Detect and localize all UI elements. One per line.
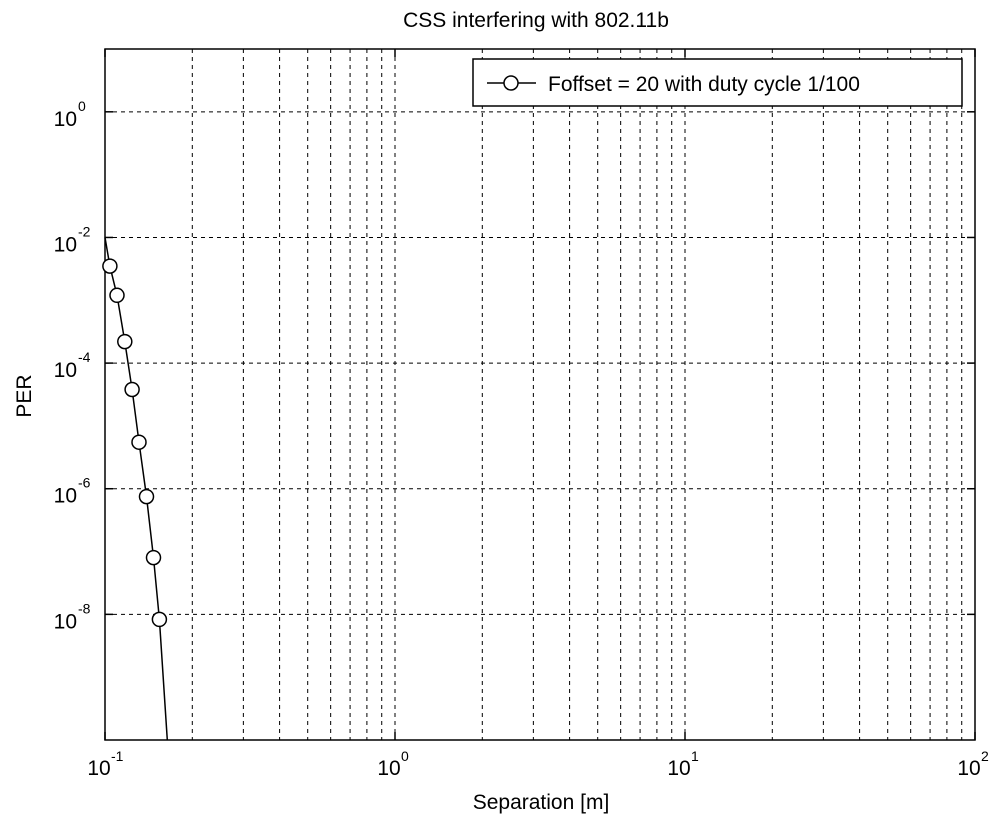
x-tick-label: 101: [667, 748, 699, 780]
legend-label: Foffset = 20 with duty cycle 1/100: [548, 73, 860, 96]
y-tick-label-base: 10: [54, 108, 77, 131]
series-layer: [102, 237, 169, 741]
y-tick-label-exponent: -2: [78, 223, 91, 239]
x-tick-label: 100: [377, 748, 409, 780]
x-tick-label-base: 10: [87, 757, 110, 780]
x-tick-label-exponent: 0: [401, 748, 409, 764]
x-axis-label: Separation [m]: [473, 791, 610, 814]
data-point-marker: [151, 611, 168, 628]
y-tick-label-exponent: -4: [78, 349, 91, 365]
data-point-marker: [102, 258, 118, 274]
y-tick-label-base: 10: [54, 485, 77, 508]
legend: Foffset = 20 with duty cycle 1/100: [472, 58, 963, 107]
x-tick-label-exponent: 2: [981, 748, 989, 764]
x-tick-label-base: 10: [957, 757, 980, 780]
y-tick-label: 10-4: [54, 349, 91, 382]
y-tick-label-exponent: 0: [78, 98, 86, 114]
data-point-marker: [145, 549, 162, 566]
legend-box: [472, 58, 963, 107]
y-tick-label-base: 10: [54, 359, 77, 382]
x-tick-label: 102: [957, 748, 989, 780]
series-line: [104, 237, 169, 741]
y-tick-label: 10-6: [54, 475, 91, 508]
grid: [105, 49, 975, 740]
y-tick-label: 10-8: [54, 600, 91, 633]
tick-marks: [104, 49, 976, 740]
y-tick-label: 100: [54, 98, 86, 131]
y-tick-label-exponent: -8: [78, 600, 91, 616]
x-tick-label-base: 10: [377, 757, 400, 780]
y-tick-label-base: 10: [54, 610, 77, 633]
x-tick-label-base: 10: [667, 757, 690, 780]
y-tick-label-exponent: -6: [78, 475, 91, 491]
y-axis-label: PER: [13, 374, 36, 417]
data-point-marker: [138, 488, 155, 505]
data-point-marker: [131, 434, 147, 450]
x-tick-label-exponent: -1: [111, 748, 124, 764]
y-tick-label: 10-2: [54, 223, 91, 256]
data-point-marker: [109, 287, 125, 304]
plot-area-frame: [104, 48, 976, 741]
x-tick-label-exponent: 1: [691, 748, 699, 764]
chart-title: CSS interfering with 802.11b: [403, 9, 669, 32]
y-tick-label-base: 10: [54, 233, 77, 256]
x-tick-label: 10-1: [87, 748, 123, 780]
legend-marker-sample: [503, 75, 519, 91]
data-point-marker: [117, 333, 133, 350]
data-point-marker: [124, 381, 140, 398]
